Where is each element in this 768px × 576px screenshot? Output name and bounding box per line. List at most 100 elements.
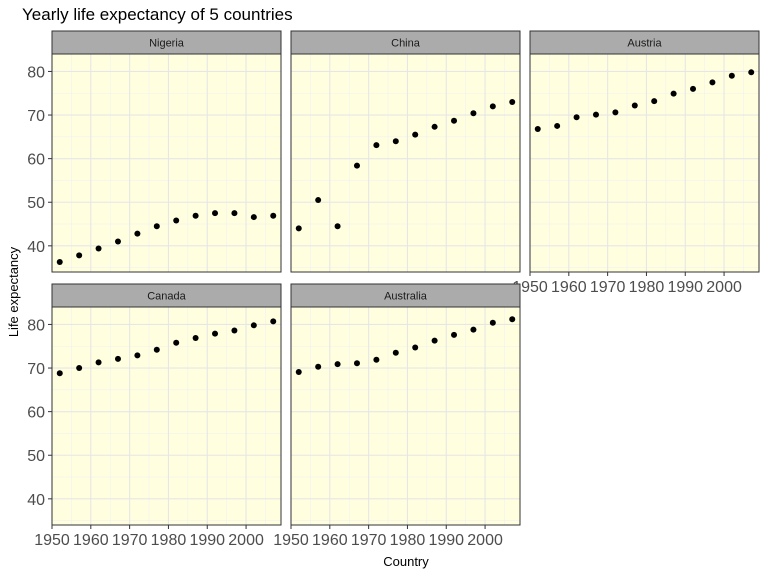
facet-strip-label: Australia [384,291,428,303]
x-tick-label: 1950 [273,532,309,549]
x-tick-label: 1960 [551,279,587,296]
data-point [573,114,580,121]
data-point [153,346,160,353]
x-tick-label: 1960 [312,532,348,549]
data-point [709,79,716,86]
data-point [412,344,419,351]
data-point [451,331,458,338]
facet-panel-canada: Canada 40 50 60 70 80 1950 1960 1970 1980 1990 2000 [27,283,282,549]
data-point [334,223,341,230]
x-tick-label: 2000 [228,532,264,549]
data-point [250,214,257,221]
x-tick-label: 1970 [590,279,626,296]
data-point [76,252,83,259]
panel-background [291,54,520,272]
x-tick-label: 1990 [189,532,225,549]
data-point [153,223,160,230]
data-point [334,361,341,368]
x-tick-label: 1980 [390,532,426,549]
x-axis-title: Country [383,554,429,569]
data-point [489,319,496,326]
x-tick-label: 1950 [512,279,548,296]
data-point [690,85,697,92]
y-tick-label: 50 [27,195,45,212]
data-point [95,359,102,366]
data-point [489,103,496,110]
data-point [412,131,419,138]
data-point [373,142,380,149]
data-point [231,327,238,334]
data-point [173,339,180,346]
data-point [295,368,302,375]
data-point [592,111,599,118]
y-tick-label: 40 [27,492,45,509]
data-point [114,238,121,245]
data-point [748,69,755,76]
x-tick-label: 2000 [706,279,742,296]
y-tick-label: 70 [27,108,45,125]
data-point [509,316,516,323]
data-point [353,162,360,169]
x-tick-label: 2000 [467,532,503,549]
facet-panel-austria: Austria 1950 1960 1970 1980 1990 2000 [512,30,760,296]
data-point [56,370,63,377]
panel-border [51,53,282,273]
panel-border [290,53,521,273]
data-point [554,122,561,129]
data-point [373,356,380,363]
data-point [295,225,302,232]
data-point [392,349,399,356]
y-axis-title: Life expectancy [6,246,21,337]
data-point [134,230,141,237]
x-tick-label: 1970 [112,532,148,549]
panel-border [529,53,760,273]
data-point [631,102,638,109]
x-tick-label: 1960 [73,532,109,549]
data-point [250,322,257,329]
y-tick-label: 50 [27,448,45,465]
data-point [470,326,477,333]
panel-border [290,306,521,526]
data-point [192,334,199,341]
x-tick-label: 1990 [667,279,703,296]
x-tick-label: 1980 [629,279,665,296]
data-point [315,197,322,204]
facet-panel-china: China [290,30,521,273]
data-point [470,110,477,117]
data-point [728,72,735,79]
data-point [76,365,83,372]
facet-strip-label: Austria [627,38,662,50]
data-point [192,212,199,219]
facet-strip-label: Canada [147,291,186,303]
data-point [451,117,458,124]
x-tick-label: 1980 [151,532,187,549]
x-tick-label: 1970 [351,532,387,549]
chart-title: Yearly life expectancy of 5 countries [22,5,293,24]
data-point [392,138,399,145]
x-tick-label: 1990 [428,532,464,549]
data-point [353,360,360,367]
data-point [670,90,677,97]
panel-background [52,54,281,272]
data-point [270,318,277,325]
panel-border [51,306,282,526]
data-point [56,258,63,265]
y-tick-label: 60 [27,405,45,422]
data-point [173,217,180,224]
x-tick-label: 1950 [34,532,70,549]
facet-strip-label: China [391,38,421,50]
data-point [509,98,516,105]
panel-background [291,307,520,525]
data-point [270,212,277,219]
facet-panel-australia: Australia 1950 1960 1970 1980 1990 2000 [273,283,521,549]
facet-strip-label: Nigeria [149,38,185,50]
data-point [534,125,541,132]
data-point [134,352,141,359]
data-point [114,355,121,362]
data-point [651,98,658,105]
y-tick-label: 80 [27,317,45,334]
data-point [612,109,619,116]
data-point [231,210,238,217]
y-tick-label: 80 [27,64,45,81]
